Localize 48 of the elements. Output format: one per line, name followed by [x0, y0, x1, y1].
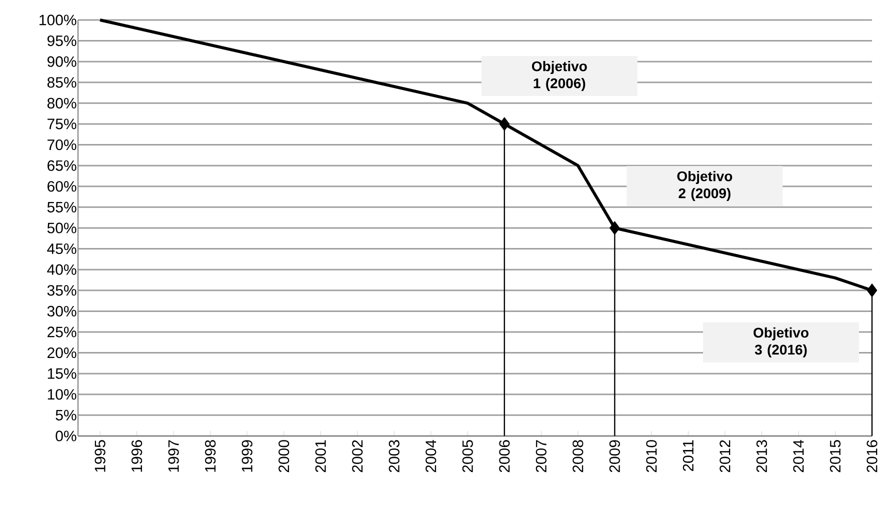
annotation: Objetivo 3 (2016)	[754, 327, 808, 358]
x-tick-label: 1997	[168, 440, 179, 472]
y-tick-label: 15%	[48, 368, 76, 379]
x-tick-label: 2011	[682, 440, 694, 472]
y-tick-label: 95%	[47, 35, 76, 46]
y-tick-label: 25%	[48, 326, 76, 338]
x-tick-label: 2008	[572, 440, 584, 472]
y-tick-label: 90%	[47, 56, 76, 67]
x-tick-label: 1999	[242, 440, 252, 472]
y-tick-label: 55%	[47, 202, 76, 212]
x-tick-label: 2013	[756, 440, 768, 472]
y-tick-label: 50%	[47, 222, 76, 234]
y-tick-label: 70%	[48, 139, 76, 150]
y-tick-label: 65%	[48, 160, 76, 171]
x-tick-label: 2005	[462, 440, 473, 472]
y-tick-label: 45%	[47, 244, 76, 254]
y-tick-label: 75%	[48, 118, 76, 130]
y-tick-label: 5%	[56, 410, 76, 420]
x-tick-label: 2002	[352, 440, 363, 472]
y-tick-label: 40%	[47, 264, 76, 275]
x-tick-label: 2006	[499, 440, 510, 472]
x-tick-label: 2001	[315, 440, 326, 472]
x-tick-label: 2014	[793, 440, 804, 472]
x-tick-label: 1998	[205, 440, 216, 472]
y-tick-label: 0%	[56, 430, 76, 442]
x-tick-label: 2016	[866, 440, 878, 472]
point	[499, 117, 510, 131]
y-tick-label: 35%	[47, 285, 76, 296]
annotation: Objetivo 1 (2006)	[532, 60, 587, 92]
y-tick-label: 30%	[47, 306, 76, 316]
x-tick-label: 1995	[94, 440, 106, 472]
x-tick-label: 2000	[278, 440, 290, 472]
x-tick-label: 2010	[646, 440, 657, 472]
y-tick-label: 85%	[47, 77, 76, 88]
x-tick-label: 2009	[609, 440, 620, 472]
y-tick-label: 10%	[48, 389, 76, 400]
annotation: Objetivo 2 (2009)	[677, 170, 732, 202]
y-tick-label: 80%	[47, 98, 76, 108]
x-tick-label: 2007	[536, 440, 546, 472]
point	[610, 221, 620, 235]
x-tick-label: 2003	[388, 440, 400, 472]
y-tick-label: 100%	[40, 14, 76, 26]
x-tick-label: 1996	[132, 440, 142, 472]
x-tick-label: 2015	[830, 440, 841, 472]
y-tick-label: 60%	[48, 181, 76, 192]
x-tick-label: 2012	[720, 440, 730, 472]
y-tick-label: 20%	[48, 347, 76, 358]
x-tick-label: 2004	[426, 440, 436, 472]
